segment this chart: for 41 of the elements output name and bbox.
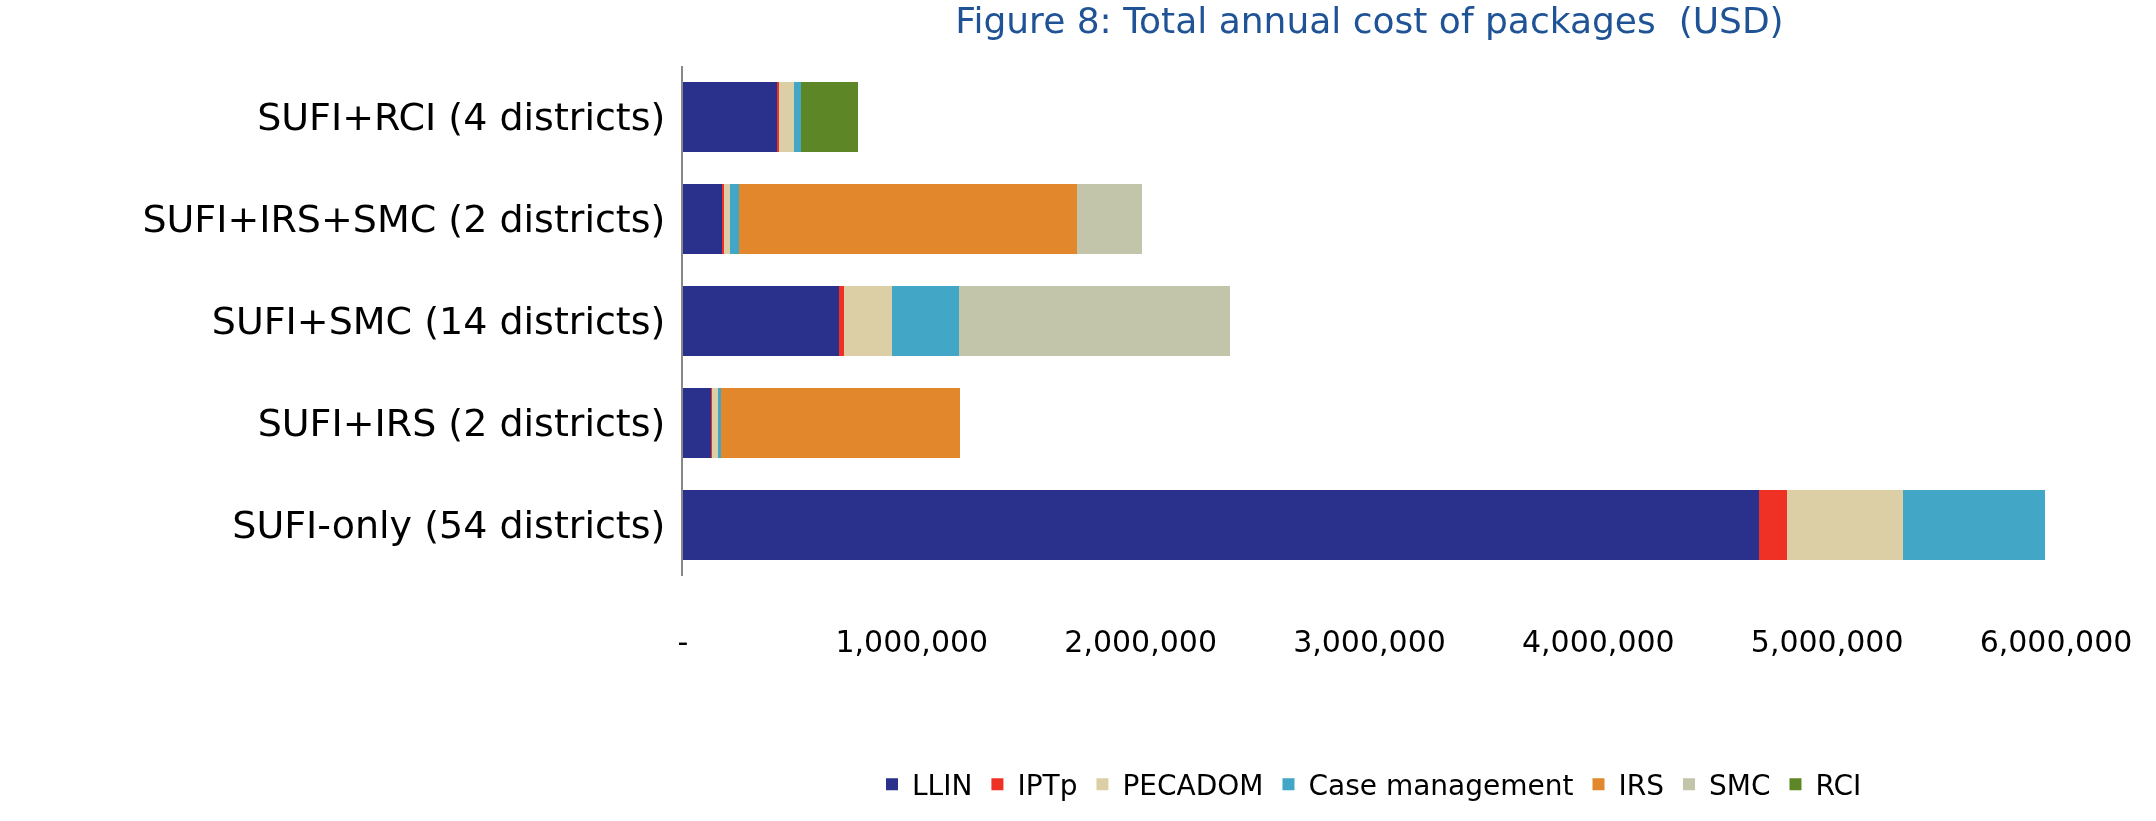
y-tick-label: SUFI+SMC (14 districts) bbox=[211, 299, 666, 344]
bar bbox=[891, 286, 960, 356]
bar bbox=[683, 388, 712, 458]
bar bbox=[1759, 490, 1788, 560]
bar bbox=[1902, 490, 2045, 560]
bar bbox=[730, 184, 739, 254]
y-tick-label: SUFI+RCI (4 districts) bbox=[257, 95, 666, 140]
bar bbox=[738, 184, 1077, 254]
bar bbox=[1787, 490, 1903, 560]
x-tick-label: 5,000,000 bbox=[1750, 624, 1904, 659]
y-tick-label: SUFI-only (54 districts) bbox=[232, 503, 666, 548]
x-tick-label: 3,000,000 bbox=[1293, 624, 1446, 659]
legend-label: IRS bbox=[1618, 769, 1664, 803]
bar bbox=[839, 286, 844, 356]
bar bbox=[721, 388, 960, 458]
bar bbox=[723, 184, 731, 254]
bar bbox=[843, 286, 892, 356]
bar bbox=[683, 490, 1760, 560]
x-tick-label: 1,000,000 bbox=[835, 624, 989, 659]
legend-label: PECADOM bbox=[1122, 769, 1264, 803]
bar bbox=[683, 82, 777, 152]
bar bbox=[712, 388, 719, 458]
bar bbox=[683, 184, 723, 254]
y-tick-label: SUFI+IRS+SMC (2 districts) bbox=[142, 197, 666, 242]
legend-label: Case management bbox=[1308, 769, 1574, 803]
legend-label: LLIN bbox=[912, 769, 973, 803]
bar bbox=[1076, 184, 1142, 254]
bar bbox=[779, 82, 794, 152]
x-tick-label: 4,000,000 bbox=[1521, 624, 1675, 659]
bar bbox=[793, 82, 802, 152]
x-tick-label: - bbox=[677, 624, 689, 659]
chart-title: Figure 8: Total annual cost of packages (USD) bbox=[955, 0, 1784, 42]
x-tick-label: 2,000,000 bbox=[1064, 624, 1218, 659]
bar bbox=[683, 286, 840, 356]
bar bbox=[959, 286, 1231, 356]
x-tick-label: 6,000,000 bbox=[1979, 624, 2133, 659]
bar bbox=[801, 82, 858, 152]
y-tick-label: SUFI+IRS (2 districts) bbox=[257, 401, 666, 446]
legend-label: RCI bbox=[1815, 769, 1862, 803]
legend-label: IPTp bbox=[1017, 769, 1078, 803]
legend-label: SMC bbox=[1708, 769, 1771, 803]
